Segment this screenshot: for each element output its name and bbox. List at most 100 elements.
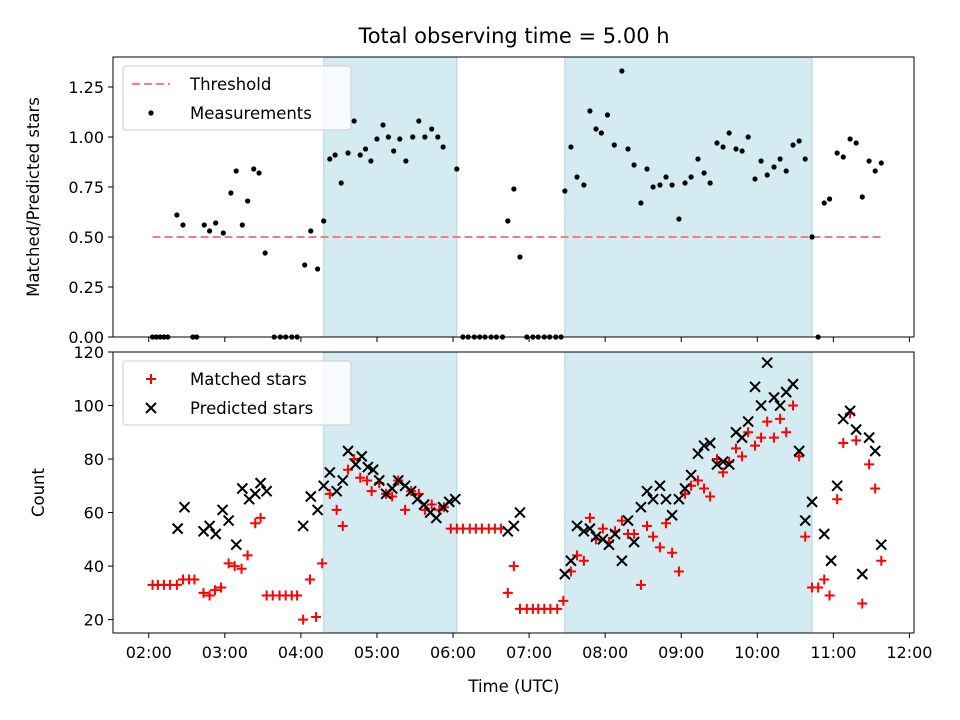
matched-stars-point [781, 427, 792, 438]
measurement-point [619, 68, 625, 74]
predicted-stars-point [863, 431, 875, 444]
measurement-point [783, 168, 789, 174]
measurement-point [416, 118, 422, 124]
predicted-stars-point [254, 477, 267, 489]
predicted-stars-point [311, 504, 324, 516]
x-axis-label: Time (UTC) [467, 677, 559, 696]
legend-matched-swatch [146, 374, 156, 384]
measurement-point [397, 136, 403, 142]
predicted-stars-point [324, 466, 336, 479]
measurement-point [840, 154, 846, 160]
matched-stars-point [189, 574, 200, 585]
measurement-point [315, 266, 321, 272]
predicted-stars-point [305, 490, 317, 503]
measurement-point [201, 222, 207, 228]
measurement-point [511, 186, 517, 192]
predicted-stars-point [660, 493, 672, 505]
predicted-stars-point [609, 528, 621, 540]
top-legend-label: Threshold [189, 75, 271, 94]
matched-stars-point [216, 582, 227, 593]
predicted-stars-point [216, 504, 229, 516]
predicted-stars-point [236, 482, 249, 495]
measurement-point [847, 136, 853, 142]
x-tick-label: 02:00 [126, 643, 172, 662]
matched-stars-point [355, 472, 366, 483]
bottom-legend-box [122, 360, 352, 426]
matched-stars-point [705, 491, 716, 502]
matched-stars-point [366, 486, 377, 497]
matched-stars-point [775, 413, 786, 424]
matched-stars-point [250, 518, 261, 529]
measurement-point [321, 218, 327, 224]
predicted-stars-point [230, 538, 242, 551]
predicted-stars-point [806, 496, 818, 508]
matched-stars-point [400, 504, 411, 515]
measurement-point [859, 194, 865, 200]
measurement-point [362, 146, 369, 152]
predicted-stars-point [603, 538, 615, 551]
measurement-point [872, 168, 878, 174]
top-y-tick-label: 1.25 [68, 78, 104, 97]
measurement-point [790, 142, 796, 148]
predicted-stars-point [666, 509, 678, 521]
measurement-point [707, 180, 713, 186]
predicted-stars-point [818, 528, 830, 540]
predicted-stars-point [330, 485, 343, 497]
matched-stars-point [317, 558, 328, 569]
matched-stars-point [572, 550, 583, 561]
top-y-tick-label: 0.25 [68, 278, 104, 297]
bottom-y-axis-label: Count [29, 467, 48, 517]
top-legend-box [122, 65, 352, 131]
predicted-stars-point [349, 458, 362, 471]
matched-stars-point [597, 523, 608, 534]
predicted-stars-point [628, 536, 640, 548]
predicted-stars-point [622, 514, 634, 527]
measurement-point [302, 262, 308, 268]
measurement-point [644, 166, 650, 172]
measurement-point [587, 108, 593, 114]
measurement-point [714, 140, 720, 146]
measurement-point [771, 164, 777, 170]
measurement-point [834, 150, 840, 156]
predicted-stars-point [356, 450, 368, 463]
predicted-stars-point [249, 488, 261, 500]
matched-stars-point [851, 435, 862, 446]
matched-stars-point [857, 598, 868, 609]
matched-stars-point [824, 590, 835, 601]
top-y-axis-label: Matched/Predicted stars [24, 97, 43, 297]
measurement-point [625, 146, 631, 152]
measurement-point [669, 182, 675, 188]
top-legend-label: Measurements [190, 104, 312, 123]
measurement-point [308, 228, 314, 234]
bottom-y-tick-label: 60 [84, 504, 104, 523]
measurement-point [256, 170, 262, 176]
top-y-tick-label: 0.75 [68, 178, 104, 197]
predicted-stars-point [411, 493, 423, 505]
predicted-stars-point [386, 482, 398, 495]
predicted-stars-point [761, 356, 773, 369]
measurement-point [505, 218, 511, 224]
measurement-point [351, 118, 357, 124]
predicted-stars-point [571, 520, 583, 532]
measurement-point [517, 254, 523, 260]
matched-stars-point [819, 574, 830, 585]
legend-measurements-swatch [148, 110, 154, 116]
predicted-stars-point [704, 437, 716, 449]
x-tick-label: 09:00 [658, 643, 704, 662]
matched-stars-point [794, 451, 805, 462]
matched-stars-point [762, 416, 773, 427]
predicted-stars-point [367, 464, 379, 476]
measurement-point [245, 198, 251, 204]
matched-stars-point [750, 440, 761, 451]
bottom-legend-label: Matched stars [190, 370, 307, 389]
measurement-point [796, 138, 802, 144]
predicted-stars-point [559, 568, 571, 580]
matched-stars-point [426, 499, 437, 510]
predicted-stars-point [178, 501, 191, 513]
predicted-stars-point [825, 555, 837, 567]
matched-stars-point [616, 515, 627, 526]
measurement-point [598, 130, 604, 136]
predicted-stars-point [641, 485, 653, 497]
predicted-stars-point [514, 506, 526, 519]
bottom-y-tick-label: 100 [73, 397, 104, 416]
